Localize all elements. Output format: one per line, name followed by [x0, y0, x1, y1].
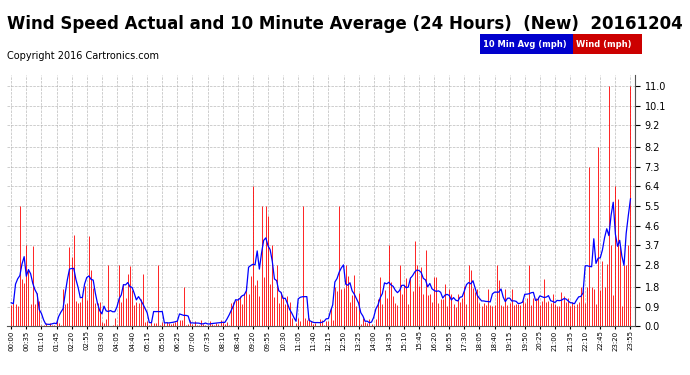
- Text: Wind Speed Actual and 10 Minute Average (24 Hours)  (New)  20161204: Wind Speed Actual and 10 Minute Average …: [7, 15, 683, 33]
- Text: 10 Min Avg (mph): 10 Min Avg (mph): [483, 40, 566, 49]
- Text: Copyright 2016 Cartronics.com: Copyright 2016 Cartronics.com: [7, 51, 159, 61]
- Text: Wind (mph): Wind (mph): [576, 40, 631, 49]
